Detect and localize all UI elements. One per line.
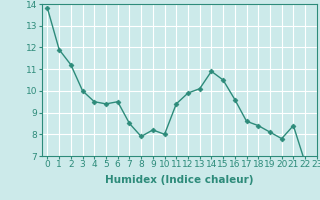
X-axis label: Humidex (Indice chaleur): Humidex (Indice chaleur) (105, 175, 253, 185)
